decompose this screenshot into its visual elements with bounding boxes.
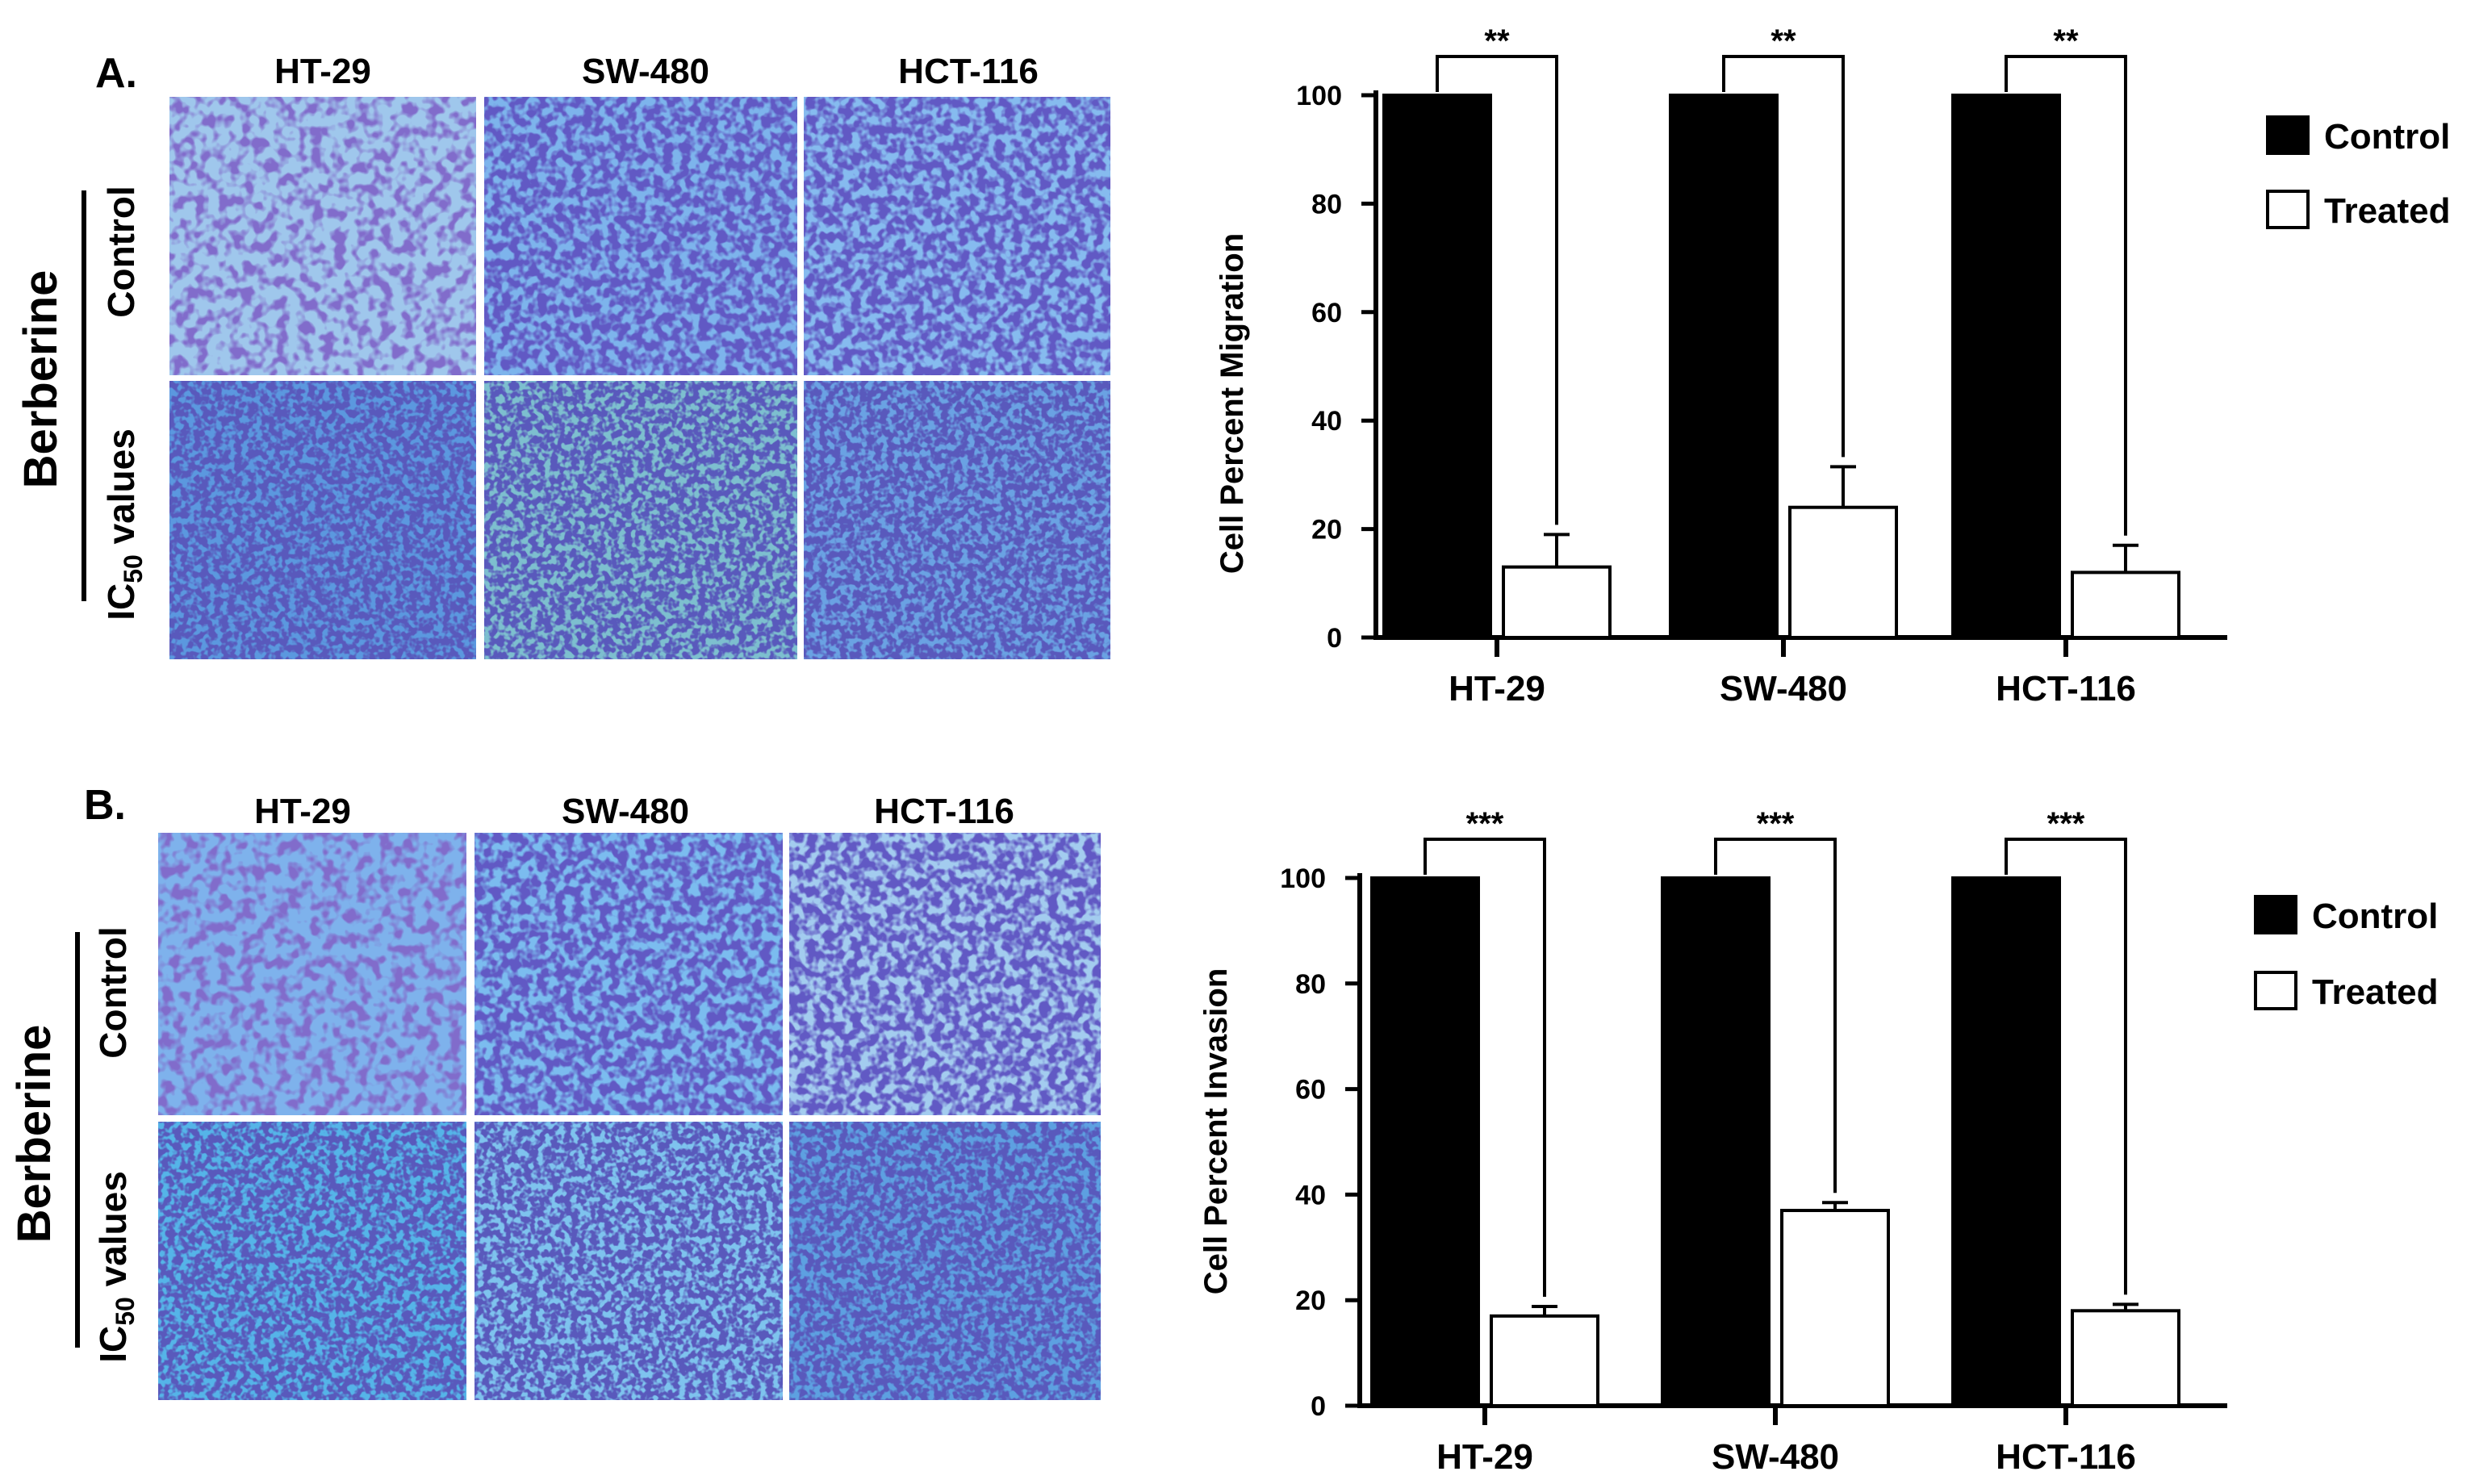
legend-swatch-treated [2266, 190, 2310, 229]
x-tick-label: HCT-116 [1996, 669, 2136, 709]
invasion-chart: 0 20 40 60 80 100 Cell Percent Invasion HT-29 **… [1198, 806, 2439, 1477]
x-tick-label: HT-29 [1449, 669, 1545, 709]
x-tick-label: HT-29 [1436, 1437, 1533, 1477]
panel-a-col-label-1: HT-29 [274, 52, 371, 91]
legend-label-treated: Treated [2324, 191, 2451, 231]
panel-b-group-label: Berberine [8, 1025, 61, 1244]
panel-b-col-label-2: SW-480 [562, 792, 689, 831]
bar-control [1661, 876, 1771, 1407]
panel-b-letter: B. [84, 782, 126, 829]
panel-b-images: B. HT-29 SW-480 HCT-116 Berberine Contro… [8, 782, 1101, 1400]
y-tick-label: 80 [1295, 969, 1326, 1000]
significance-bracket [2005, 55, 2127, 536]
panel-a-row-label-control: Control [100, 186, 142, 318]
significance-label: *** [1757, 806, 1795, 842]
panel-b-row-label-control: Control [92, 926, 134, 1059]
significance-bracket [1436, 55, 1558, 525]
bar-control [1951, 876, 2061, 1407]
y-tick-label: 40 [1295, 1180, 1326, 1210]
y-axis-label: Cell Percent Invasion [1198, 968, 1234, 1295]
bar-treated [1788, 505, 1898, 639]
migration-chart: 0 20 40 60 80 100 Cell Percent Migration HT-29 *… [1215, 23, 2451, 709]
bar-control [1382, 94, 1492, 639]
legend-swatch-treated [2254, 971, 2297, 1010]
panel-a-group-label: Berberine [15, 270, 67, 489]
panel-a-letter: A. [95, 50, 137, 97]
panel-b-row-label-ic50: IC50 values [92, 1171, 140, 1363]
legend-label-control: Control [2324, 117, 2450, 157]
panel-a-col-label-3: HCT-116 [898, 52, 1039, 91]
y-tick-label: 60 [1295, 1075, 1326, 1106]
legend-label-control: Control [2312, 897, 2438, 936]
legend-label-treated: Treated [2312, 972, 2439, 1012]
y-tick-label: 40 [1311, 406, 1342, 437]
y-tick-label: 0 [1311, 1391, 1326, 1422]
significance-bracket [2005, 838, 2127, 1295]
legend-swatch-control [2254, 895, 2297, 934]
legend-swatch-control [2266, 115, 2310, 155]
bar-treated [2071, 1309, 2180, 1408]
y-tick-label: 80 [1311, 189, 1342, 219]
x-tick-label: HCT-116 [1996, 1437, 2136, 1477]
y-tick-label: 60 [1311, 298, 1342, 328]
significance-bracket [1714, 838, 1837, 1193]
panel-b-col-label-3: HCT-116 [874, 792, 1014, 831]
bar-control [1370, 876, 1480, 1407]
significance-label: ** [1484, 23, 1510, 59]
bar-treated [1502, 565, 1612, 640]
y-tick-label: 100 [1280, 863, 1326, 894]
panel-b-micrograph-grid [158, 833, 1101, 1400]
panel-a-images: A. HT-29 SW-480 HCT-116 Berberine Contro… [15, 50, 1110, 659]
significance-label: *** [1466, 806, 1504, 842]
x-tick-label: SW-480 [1720, 669, 1847, 709]
bar-treated [2071, 571, 2180, 639]
x-tick-label: SW-480 [1712, 1437, 1839, 1477]
bar-control [1951, 94, 2061, 639]
y-tick-label: 20 [1311, 515, 1342, 546]
bar-treated [1780, 1209, 1890, 1408]
panel-a-micrograph-grid [169, 97, 1110, 659]
y-tick-label: 0 [1327, 623, 1342, 654]
panel-a-row-label-ic50: IC50 values [100, 428, 148, 621]
panel-b-col-label-1: HT-29 [254, 792, 351, 831]
bar-control [1669, 94, 1779, 639]
significance-label: ** [2053, 23, 2079, 59]
bar-treated [1490, 1314, 1599, 1407]
y-axis-label: Cell Percent Migration [1215, 233, 1250, 574]
y-tick-label: 20 [1295, 1285, 1326, 1316]
significance-bracket [1722, 55, 1845, 458]
significance-label: ** [1771, 23, 1796, 59]
panel-a-col-label-2: SW-480 [582, 52, 709, 91]
y-tick-label: 100 [1296, 81, 1342, 111]
significance-bracket [1424, 838, 1546, 1298]
significance-label: *** [2047, 806, 2085, 842]
